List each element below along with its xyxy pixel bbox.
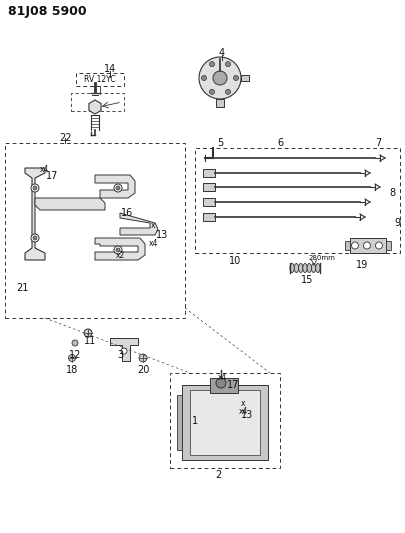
Text: 6: 6 <box>277 138 283 148</box>
Text: 18: 18 <box>66 365 78 375</box>
Circle shape <box>209 62 215 67</box>
FancyBboxPatch shape <box>5 143 185 318</box>
Circle shape <box>84 329 92 337</box>
Circle shape <box>364 242 371 249</box>
Circle shape <box>139 354 147 362</box>
Circle shape <box>216 378 226 388</box>
Circle shape <box>352 242 358 249</box>
Polygon shape <box>25 168 45 260</box>
Text: 10: 10 <box>229 256 241 266</box>
Circle shape <box>234 76 239 80</box>
Circle shape <box>114 184 122 192</box>
Text: 8: 8 <box>389 188 395 198</box>
Text: 1: 1 <box>192 416 198 426</box>
FancyBboxPatch shape <box>203 169 215 177</box>
FancyBboxPatch shape <box>76 73 124 86</box>
FancyBboxPatch shape <box>182 385 268 460</box>
Polygon shape <box>89 100 101 114</box>
Text: 3: 3 <box>117 350 123 360</box>
FancyBboxPatch shape <box>350 238 386 253</box>
Circle shape <box>72 340 78 346</box>
Circle shape <box>226 90 230 94</box>
Text: x2: x2 <box>115 251 125 260</box>
Text: 13: 13 <box>241 410 253 420</box>
FancyBboxPatch shape <box>203 198 215 206</box>
Text: 17: 17 <box>227 380 239 390</box>
Ellipse shape <box>307 263 311 272</box>
FancyBboxPatch shape <box>195 148 400 253</box>
Text: x: x <box>241 399 245 408</box>
Polygon shape <box>386 241 391 250</box>
Text: 14: 14 <box>104 64 116 74</box>
Text: 16: 16 <box>121 208 133 218</box>
Circle shape <box>202 76 207 80</box>
Text: 21: 21 <box>16 283 28 293</box>
Text: 2: 2 <box>215 470 221 480</box>
Circle shape <box>116 248 120 252</box>
FancyBboxPatch shape <box>71 93 124 111</box>
Polygon shape <box>110 338 138 361</box>
Text: x4: x4 <box>39 165 49 174</box>
Polygon shape <box>95 175 135 198</box>
FancyBboxPatch shape <box>203 183 215 191</box>
Text: 19: 19 <box>356 260 368 270</box>
Text: 9: 9 <box>394 218 400 228</box>
Circle shape <box>68 354 75 361</box>
FancyBboxPatch shape <box>190 390 260 455</box>
Text: 81J08 5900: 81J08 5900 <box>8 4 87 18</box>
Ellipse shape <box>303 263 307 272</box>
Circle shape <box>114 246 122 254</box>
Text: x4: x4 <box>238 407 248 416</box>
Circle shape <box>375 242 382 249</box>
Circle shape <box>199 57 241 99</box>
Text: 4: 4 <box>219 48 225 58</box>
Polygon shape <box>120 213 158 235</box>
FancyBboxPatch shape <box>177 395 182 450</box>
Text: 13: 13 <box>156 230 168 240</box>
Text: 22: 22 <box>59 133 71 143</box>
Ellipse shape <box>316 263 320 272</box>
Text: x4: x4 <box>148 238 158 247</box>
Ellipse shape <box>294 263 298 272</box>
Circle shape <box>31 184 39 192</box>
Text: 11: 11 <box>84 336 96 346</box>
Text: x4: x4 <box>217 374 227 383</box>
Circle shape <box>33 186 37 190</box>
Ellipse shape <box>311 263 316 272</box>
Text: 5: 5 <box>217 138 223 148</box>
Ellipse shape <box>290 263 294 272</box>
Text: 15: 15 <box>301 275 313 285</box>
Circle shape <box>209 90 215 94</box>
Text: RV 12YC: RV 12YC <box>84 75 116 84</box>
Polygon shape <box>241 75 249 81</box>
Polygon shape <box>345 241 350 250</box>
Circle shape <box>226 62 230 67</box>
Circle shape <box>116 186 120 190</box>
Circle shape <box>31 234 39 242</box>
Text: 7: 7 <box>375 138 381 148</box>
Text: 12: 12 <box>69 350 81 360</box>
FancyBboxPatch shape <box>203 213 215 221</box>
Text: 20: 20 <box>137 365 149 375</box>
Text: x: x <box>151 222 155 230</box>
FancyBboxPatch shape <box>170 373 280 468</box>
Text: 17: 17 <box>46 171 58 181</box>
Ellipse shape <box>298 263 303 272</box>
Text: 280mm: 280mm <box>309 255 335 261</box>
Polygon shape <box>35 198 105 210</box>
Circle shape <box>213 71 227 85</box>
FancyBboxPatch shape <box>210 378 238 393</box>
Circle shape <box>121 348 127 354</box>
Polygon shape <box>216 99 224 107</box>
Circle shape <box>33 236 37 240</box>
Polygon shape <box>95 238 145 260</box>
